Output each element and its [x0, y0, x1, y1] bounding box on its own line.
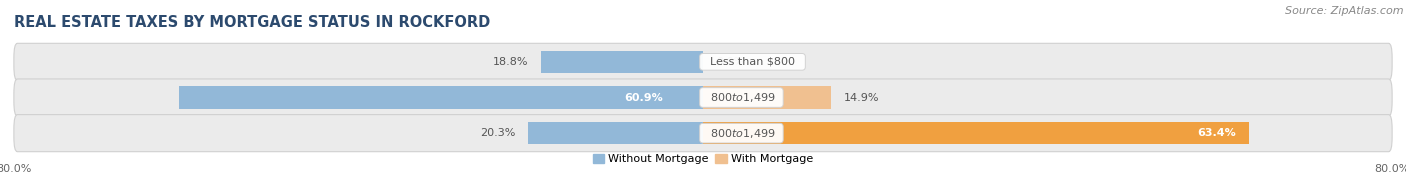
Text: Source: ZipAtlas.com: Source: ZipAtlas.com	[1285, 6, 1403, 16]
Text: Less than $800: Less than $800	[703, 57, 801, 67]
Text: 14.9%: 14.9%	[844, 92, 880, 103]
Text: REAL ESTATE TAXES BY MORTGAGE STATUS IN ROCKFORD: REAL ESTATE TAXES BY MORTGAGE STATUS IN …	[14, 15, 491, 30]
Bar	[703, 86, 831, 109]
Bar	[179, 86, 703, 109]
Text: $800 to $1,499: $800 to $1,499	[703, 127, 780, 140]
Text: 20.3%: 20.3%	[479, 128, 515, 138]
Legend: Without Mortgage, With Mortgage: Without Mortgage, With Mortgage	[593, 154, 813, 164]
FancyBboxPatch shape	[14, 115, 1392, 152]
Bar	[703, 122, 1249, 144]
Text: 60.9%: 60.9%	[624, 92, 664, 103]
Text: 18.8%: 18.8%	[492, 57, 529, 67]
Bar	[541, 51, 703, 73]
FancyBboxPatch shape	[14, 43, 1392, 80]
Bar	[529, 122, 703, 144]
FancyBboxPatch shape	[14, 79, 1392, 116]
Text: 0.0%: 0.0%	[716, 57, 744, 67]
Text: 63.4%: 63.4%	[1198, 128, 1236, 138]
Text: $800 to $1,499: $800 to $1,499	[703, 91, 780, 104]
